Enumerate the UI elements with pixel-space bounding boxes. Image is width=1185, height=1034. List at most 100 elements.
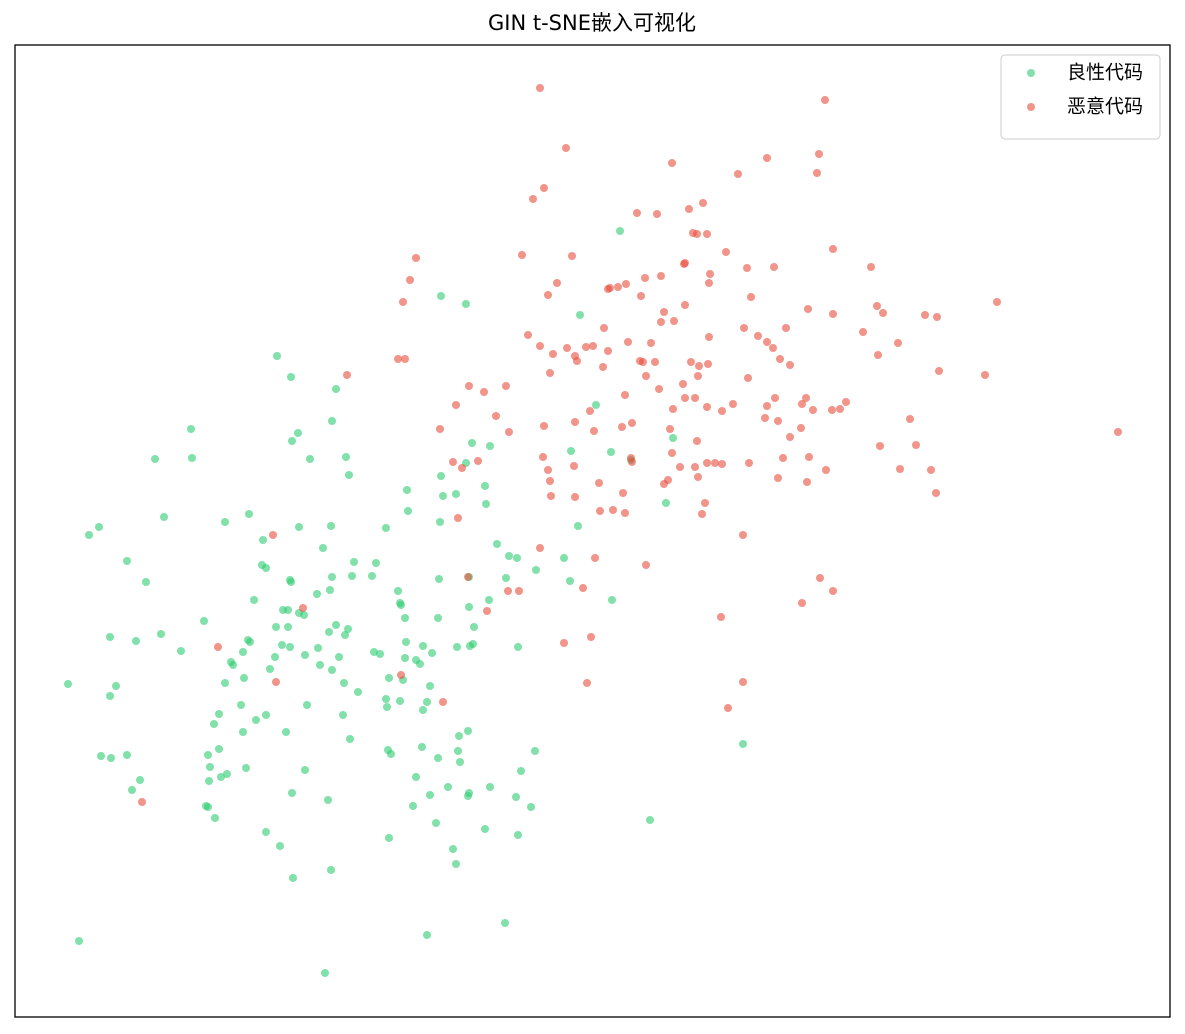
point (301, 651, 309, 659)
point (699, 199, 707, 207)
point (328, 573, 336, 581)
point (215, 745, 223, 753)
point (763, 402, 771, 410)
point (505, 552, 513, 560)
point (107, 754, 115, 762)
point (660, 308, 668, 316)
point (679, 380, 687, 388)
point (444, 783, 452, 791)
point (221, 679, 229, 687)
point (836, 405, 844, 413)
point (217, 773, 225, 781)
point (284, 606, 292, 614)
point (739, 678, 747, 686)
point (313, 590, 321, 598)
point (439, 698, 447, 706)
point (436, 518, 444, 526)
point (514, 831, 522, 839)
point (426, 791, 434, 799)
point (821, 96, 829, 104)
point (456, 758, 464, 766)
point (204, 803, 212, 811)
point (711, 459, 719, 467)
point (326, 586, 334, 594)
point (97, 752, 105, 760)
point (813, 169, 821, 177)
point (568, 252, 576, 260)
point (771, 394, 779, 402)
point (455, 732, 463, 740)
point (483, 607, 491, 615)
point (932, 489, 940, 497)
point (536, 84, 544, 92)
point (628, 458, 636, 466)
point (406, 276, 414, 284)
point (912, 441, 920, 449)
point (935, 367, 943, 375)
point (301, 766, 309, 774)
point (385, 834, 393, 842)
point (786, 433, 794, 441)
point (574, 522, 582, 530)
point (582, 343, 590, 351)
point (419, 642, 427, 650)
point (340, 679, 348, 687)
point (691, 463, 699, 471)
point (590, 427, 598, 435)
point (562, 144, 570, 152)
point (769, 344, 777, 352)
point (419, 706, 427, 714)
point (517, 767, 525, 775)
point (547, 492, 555, 500)
point (482, 500, 490, 508)
point (829, 587, 837, 595)
point (112, 682, 120, 690)
point (549, 350, 557, 358)
point (546, 477, 554, 485)
point (798, 599, 806, 607)
point (327, 522, 335, 530)
point (288, 437, 296, 445)
point (802, 394, 810, 402)
point (599, 363, 607, 371)
point (128, 786, 136, 794)
point (239, 648, 247, 656)
point (332, 621, 340, 629)
point (718, 407, 726, 415)
point (75, 937, 83, 945)
point (294, 429, 302, 437)
point (591, 554, 599, 562)
point (341, 631, 349, 639)
point (211, 814, 219, 822)
point (666, 425, 674, 433)
point (335, 653, 343, 661)
point (303, 701, 311, 709)
point (536, 342, 544, 350)
point (622, 280, 630, 288)
point (724, 704, 732, 712)
point (206, 763, 214, 771)
point (571, 418, 579, 426)
point (798, 400, 806, 408)
point (327, 866, 335, 874)
point (642, 372, 650, 380)
point (608, 596, 616, 604)
point (745, 459, 753, 467)
point (287, 373, 295, 381)
point (921, 311, 929, 319)
point (416, 660, 424, 668)
point (687, 358, 695, 366)
point (453, 643, 461, 651)
point (306, 455, 314, 463)
point (600, 324, 608, 332)
point (680, 260, 688, 268)
point (536, 544, 544, 552)
point (223, 770, 231, 778)
point (214, 643, 222, 651)
point (449, 458, 457, 466)
point (664, 476, 672, 484)
point (412, 254, 420, 262)
point (524, 331, 532, 339)
point (676, 463, 684, 471)
